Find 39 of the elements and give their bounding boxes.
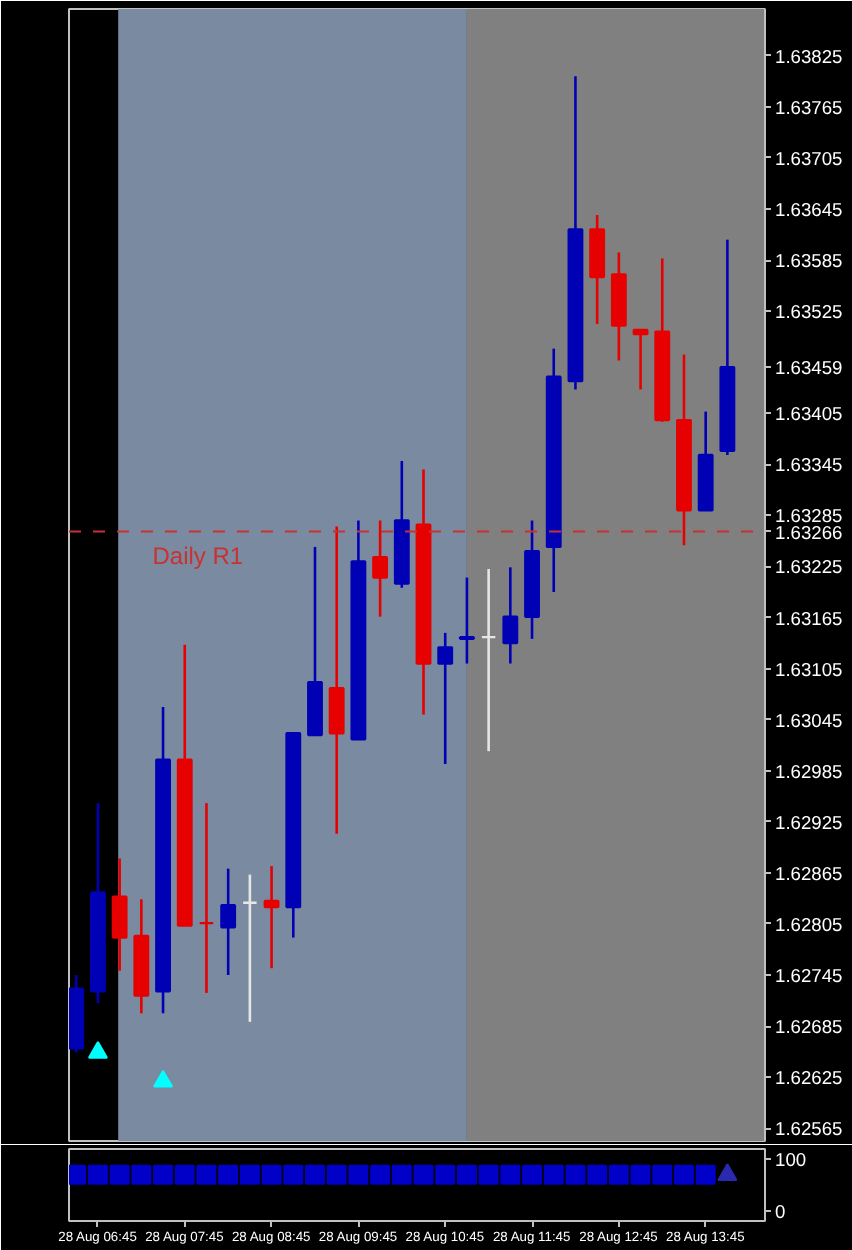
y-tick-label: 1.63105 (775, 659, 843, 680)
y-tick-label: 1.63585 (775, 251, 843, 272)
y-tick-label: 1.62625 (775, 1068, 843, 1089)
candlestick (372, 519, 389, 619)
candlestick (589, 213, 606, 326)
y-tick-label: 1.62805 (775, 914, 843, 935)
y-tick-label: 1.63705 (775, 148, 843, 169)
y-tick-label: 1.62925 (775, 812, 843, 833)
candlestick (198, 801, 215, 995)
y-tick-label: 1.63765 (775, 97, 843, 118)
y-tick-label: 1.63045 (775, 710, 843, 731)
candlestick (111, 857, 128, 973)
y-tick-label: 1.62565 (775, 1119, 843, 1140)
y-tick-label: 1.63345 (775, 455, 843, 476)
y-tick-label: 1.63165 (775, 608, 843, 629)
ref-line-label: Daily R1 (152, 541, 244, 570)
candlestick (632, 328, 649, 391)
y-tick-label: 1.62685 (775, 1017, 843, 1038)
candlestick (458, 576, 475, 665)
candlestick (502, 566, 519, 665)
y-tick-label: 1.63266 (775, 522, 843, 543)
candlestick (220, 867, 237, 977)
y-tick-label: 0 (775, 1201, 786, 1222)
candlestick (263, 864, 280, 970)
y-tick-label: 1.63405 (775, 404, 843, 425)
y-tick-label: 1.63525 (775, 302, 843, 323)
y-tick-label: 1.62745 (775, 966, 843, 987)
y-tick-label: 1.63459 (775, 358, 843, 379)
candlestick (437, 631, 454, 766)
y-tick-label: 100 (775, 1150, 807, 1171)
y-tick-label: 1.63645 (775, 200, 843, 221)
candlestick (328, 525, 345, 836)
y-tick-label: 1.63225 (775, 557, 843, 578)
candlestick (241, 873, 258, 1024)
y-tick-label: 1.62985 (775, 761, 843, 782)
y-tick-label: 1.63825 (775, 46, 843, 67)
y-tick-label: 1.62865 (775, 863, 843, 884)
candlestick (480, 567, 497, 753)
y-tick-label: 1.63285 (775, 506, 843, 527)
